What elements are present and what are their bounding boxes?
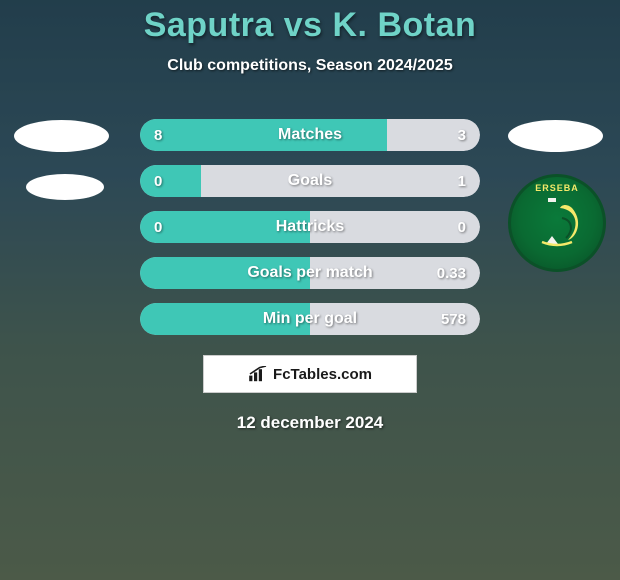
player-left-avatars — [14, 120, 109, 222]
stat-bar: 0 Hattricks 0 — [140, 211, 480, 243]
stat-value-right: 578 — [441, 311, 466, 328]
stat-bar: 0 Goals 1 — [140, 165, 480, 197]
avatar-placeholder — [508, 120, 603, 152]
club-placeholder — [26, 174, 104, 200]
player-right-avatars: ERSEBA — [508, 120, 606, 272]
stat-bar: Goals per match 0.33 — [140, 257, 480, 289]
date-text: 12 december 2024 — [0, 413, 620, 433]
stat-value-right: 1 — [458, 173, 466, 190]
bar-fill-left — [140, 119, 387, 151]
stat-value-left: 0 — [154, 219, 162, 236]
brand-chart-icon — [248, 366, 268, 382]
stat-bar: Min per goal 578 — [140, 303, 480, 335]
brand-text: FcTables.com — [273, 366, 372, 383]
stat-value-right: 0.33 — [437, 265, 466, 282]
page-subtitle: Club competitions, Season 2024/2025 — [0, 57, 620, 75]
club-badge-art — [522, 188, 592, 258]
stat-value-left: 8 — [154, 127, 162, 144]
bar-fill-left — [140, 165, 201, 197]
club-badge: ERSEBA — [508, 174, 606, 272]
page-title: Saputra vs K. Botan — [0, 6, 620, 45]
club-badge-text: ERSEBA — [511, 183, 603, 193]
stat-value-right: 0 — [458, 219, 466, 236]
stat-label: Min per goal — [263, 310, 357, 328]
infographic: Saputra vs K. Botan Club competitions, S… — [0, 0, 620, 433]
stat-label: Goals — [288, 172, 332, 190]
stat-value-left: 0 — [154, 173, 162, 190]
stat-label: Hattricks — [276, 218, 344, 236]
stat-label: Matches — [278, 126, 342, 144]
stat-bar: 8 Matches 3 — [140, 119, 480, 151]
avatar-placeholder — [14, 120, 109, 152]
stat-label: Goals per match — [247, 264, 372, 282]
stat-value-right: 3 — [458, 127, 466, 144]
brand-box: FcTables.com — [203, 355, 417, 393]
